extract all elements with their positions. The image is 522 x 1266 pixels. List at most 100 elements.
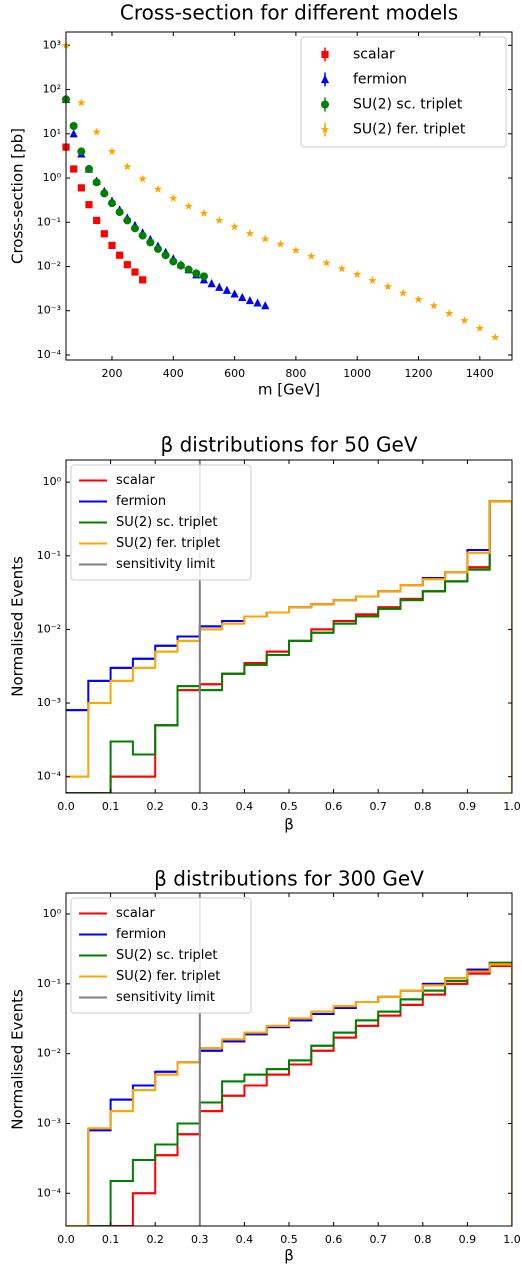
legend-label: fermion [116, 927, 166, 942]
y-tick-label: 10³ [43, 38, 61, 51]
data-point [169, 193, 178, 202]
data-point [77, 98, 86, 107]
x-tick-label: 600 [224, 367, 245, 380]
plot-area [66, 500, 512, 793]
data-point [115, 208, 124, 217]
y-axis-label: Cross-section [pb] [9, 128, 27, 264]
x-tick-label: 1.0 [503, 800, 521, 813]
legend-label: SU(2) sc. triplet [116, 515, 218, 530]
data-point [100, 189, 109, 198]
legend-label: SU(2) fer. triplet [116, 969, 220, 984]
axes-frame [65, 892, 513, 1227]
x-tick-label: 200 [101, 367, 122, 380]
x-axis-label: β [284, 816, 294, 834]
data-point [429, 301, 439, 310]
legend-label: SU(2) fer. triplet [116, 536, 220, 551]
data-point [130, 224, 139, 233]
y-tick-label: 10⁰ [43, 907, 62, 920]
legend-marker [320, 125, 330, 134]
data-point [490, 332, 500, 341]
legend-label: scalar [116, 473, 155, 488]
x-axis-label: m [GeV] [258, 381, 320, 399]
y-tick-label: 10⁻¹ [37, 977, 61, 990]
legend-label: SU(2) sc. triplet [353, 97, 463, 113]
data-point [368, 276, 377, 285]
data-point [353, 270, 362, 279]
data-point [69, 129, 78, 138]
y-tick-label: 10² [43, 83, 61, 96]
x-tick-label: 1000 [343, 367, 371, 380]
data-point [253, 298, 262, 307]
legend-marker [321, 50, 329, 59]
data-point [116, 251, 124, 259]
legend-marker [321, 100, 329, 109]
x-tick-label: 0.0 [57, 1233, 75, 1246]
data-point [138, 174, 147, 183]
legend-label: SU(2) fer. triplet [353, 122, 466, 138]
y-tick-label: 10⁻² [37, 622, 61, 635]
chart-title: β distributions for 300 GeV [154, 867, 424, 891]
data-point [337, 264, 347, 273]
legend-box [70, 464, 252, 581]
data-point [107, 147, 117, 155]
y-tick-label: 10⁻¹ [37, 215, 61, 228]
data-point [460, 316, 469, 325]
x-tick-label: 0.7 [369, 1233, 387, 1246]
data-point [307, 251, 316, 260]
legend-box [70, 897, 252, 1014]
y-tick-label: 10⁻¹ [37, 549, 61, 562]
data-point [153, 244, 162, 253]
data-point [176, 261, 185, 270]
data-point [475, 323, 484, 332]
data-point [192, 269, 201, 278]
y-tick-label: 10⁻⁴ [37, 1186, 62, 1199]
data-point [153, 184, 163, 193]
data-point [245, 295, 255, 305]
data-point [77, 147, 86, 156]
legend-marker [320, 74, 330, 84]
x-axis-label: β [284, 1247, 294, 1265]
x-tick-label: 0.4 [236, 800, 254, 813]
x-tick-label: 0.2 [146, 1233, 164, 1246]
data-point [100, 230, 108, 238]
y-tick-label: 10⁰ [43, 475, 62, 488]
data-point [322, 258, 331, 267]
data-point [291, 246, 301, 255]
x-tick-label: 1.0 [503, 1233, 521, 1246]
data-point [84, 164, 93, 173]
legend-label: fermion [116, 494, 166, 509]
y-tick-label: 10⁻³ [37, 304, 61, 317]
data-point [399, 288, 408, 297]
data-point [77, 184, 85, 192]
chart-title: Cross-section for different models [120, 1, 458, 25]
legend-box [300, 36, 507, 148]
x-tick-label: 0.9 [459, 800, 477, 813]
data-point [123, 261, 131, 269]
legend-label: sensitivity limit [116, 557, 215, 572]
y-tick-label: 10⁻⁴ [37, 348, 62, 361]
data-point [169, 257, 178, 266]
legend-label: sensitivity limit [116, 990, 215, 1005]
data-point [444, 309, 454, 317]
data-point [92, 178, 101, 187]
data-point [69, 122, 78, 131]
data-point [146, 238, 155, 247]
x-tick-label: 0.1 [102, 800, 120, 813]
data-point [138, 231, 147, 240]
data-point [230, 289, 239, 298]
y-tick-label: 10⁻⁴ [37, 770, 62, 783]
y-tick-label: 10¹ [43, 127, 61, 140]
data-point [215, 282, 224, 291]
data-point [222, 285, 232, 294]
legend-label: fermion [353, 72, 407, 88]
axes-frame [65, 31, 513, 361]
data-point [93, 216, 101, 225]
y-tick-label: 10⁻² [37, 1047, 61, 1060]
data-point [123, 162, 132, 171]
x-tick-label: 0.5 [280, 1233, 298, 1246]
legend-label: scalar [353, 47, 395, 63]
data-point [92, 127, 101, 136]
data-point [414, 295, 423, 304]
y-tick-label: 10⁻² [37, 260, 61, 273]
x-tick-label: 0.2 [146, 800, 164, 813]
